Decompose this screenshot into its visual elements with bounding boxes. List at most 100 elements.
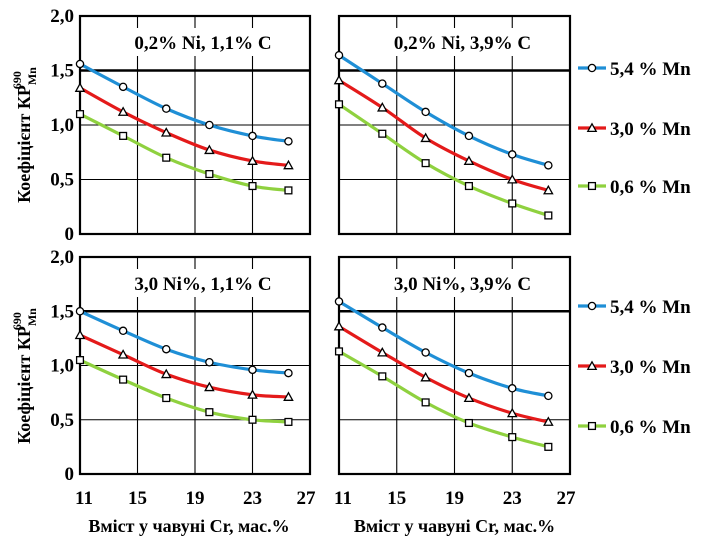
data-point: [464, 418, 473, 428]
data-point: [75, 356, 85, 365]
data-point: [205, 357, 214, 367]
data-point: [117, 106, 129, 116]
panel-title: 0,2% Ni, 1,1% C: [134, 33, 271, 54]
x-tick-label: 11: [334, 488, 352, 509]
data-point: [247, 389, 258, 399]
data-point: [205, 169, 214, 179]
panel-title-backdrop: [364, 28, 561, 56]
data-point: [378, 79, 387, 88]
data-point: [333, 320, 345, 331]
data-point: [464, 368, 474, 378]
x-tick-label: 19: [445, 488, 464, 509]
data-point: [75, 110, 85, 119]
data-point: [248, 415, 257, 424]
data-point: [507, 384, 517, 393]
series: [333, 74, 554, 195]
y-axis-label-sup: 690: [10, 71, 24, 89]
chart-panel: 0,2% Ni, 1,1% C: [74, 14, 312, 236]
y-tick-label: 1,5: [50, 61, 74, 82]
y-tick-label: 0: [65, 224, 75, 245]
legend-label: 0,6 % Mn: [610, 177, 691, 198]
series: [333, 320, 554, 426]
y-axis-label: Коефіцієнт КРMn690: [10, 308, 39, 444]
legend-label: 5,4 % Mn: [610, 59, 691, 80]
data-point: [421, 348, 430, 357]
data-point: [118, 82, 128, 92]
y-tick-label: 0: [65, 464, 75, 485]
data-point: [334, 100, 344, 109]
x-tick-label: 15: [387, 488, 406, 509]
legend-item: 0,6 % Mn: [578, 417, 691, 438]
legend-item: 5,4 % Mn: [578, 297, 691, 318]
y-tick-label: 1,0: [50, 356, 74, 377]
data-point: [377, 102, 388, 112]
data-point: [506, 173, 518, 184]
legend-item: 3,0 % Mn: [578, 357, 691, 378]
data-point: [333, 74, 345, 85]
series: [334, 50, 553, 170]
data-point: [283, 391, 294, 401]
legends: 5,4 % Mn 3,0 % Mn 0,6 % Mn 5,4 % Mn 3,0 % Mn…: [578, 59, 691, 438]
panel-title: 0,2% Ni, 3,9% C: [394, 33, 531, 54]
data-point: [74, 329, 86, 340]
legend-label: 0,6 % Mn: [610, 417, 691, 438]
y-tick-label: 0,5: [50, 170, 74, 191]
legend-marker: [587, 63, 597, 73]
data-point: [464, 131, 474, 141]
data-point: [378, 323, 387, 332]
chart-panels: 0,2% Ni, 1,1% C 0,2% Ni, 3,9% C 3,0 Ni%, 1…: [74, 14, 572, 476]
series: [74, 82, 294, 170]
data-point: [284, 417, 293, 426]
data-point: [283, 159, 294, 170]
x-axis-label: Вміст у чавуні Cr, мас.%: [354, 516, 555, 536]
data-point: [204, 381, 215, 392]
legend-marker: [586, 122, 598, 133]
data-point: [334, 50, 344, 60]
chart-panel: 3,0 Ni%, 3,9% C: [333, 255, 572, 476]
legend-item: 5,4 % Mn: [578, 59, 691, 80]
data-point: [377, 346, 388, 357]
y-axis-label-sub: Mn: [25, 308, 39, 326]
y-tick-label: 2,0: [50, 247, 74, 268]
axis-labels: 00,51,01,52,000,51,01,52,011 15 19 23 27Вміс…: [10, 6, 576, 536]
data-point: [378, 129, 387, 138]
data-point: [162, 393, 171, 403]
data-point: [75, 59, 85, 69]
series: [75, 306, 293, 378]
series: [75, 59, 293, 146]
plot-frame: [78, 14, 312, 236]
data-point: [506, 407, 518, 418]
y-axis-label-sup: 690: [10, 312, 24, 330]
data-point: [160, 368, 172, 379]
data-point: [544, 391, 553, 401]
y-tick-label: 1,5: [50, 301, 74, 322]
y-axis-label-main: Коефіцієнт КР: [14, 85, 34, 203]
legend-marker: [587, 421, 597, 431]
data-point: [463, 155, 475, 165]
series-line: [337, 324, 550, 424]
x-tick-label: 27: [297, 488, 317, 509]
y-tick-label: 1,0: [50, 115, 74, 136]
series: [334, 297, 553, 401]
series-line: [78, 309, 291, 375]
y-tick-label: 0,5: [50, 410, 74, 431]
data-point: [421, 159, 430, 168]
series-line: [337, 299, 550, 398]
legend-label: 5,4 % Mn: [610, 297, 691, 318]
data-point: [334, 347, 344, 356]
plot-frame: [337, 14, 572, 236]
data-point: [205, 120, 214, 130]
x-tick-label: 19: [186, 488, 205, 509]
x-tick-label: 11: [75, 488, 93, 509]
data-point: [205, 408, 214, 417]
y-axis-label-main: Коефіцієнт КР: [14, 326, 34, 444]
data-point: [162, 153, 171, 162]
data-point: [160, 127, 172, 137]
legend-label: 3,0 % Mn: [610, 119, 691, 140]
x-tick-label: 23: [503, 488, 522, 509]
plot-frame: [78, 255, 312, 476]
data-point: [544, 211, 553, 220]
y-axis-label: Коефіцієнт КРMn690: [10, 67, 39, 203]
data-point: [284, 186, 293, 195]
